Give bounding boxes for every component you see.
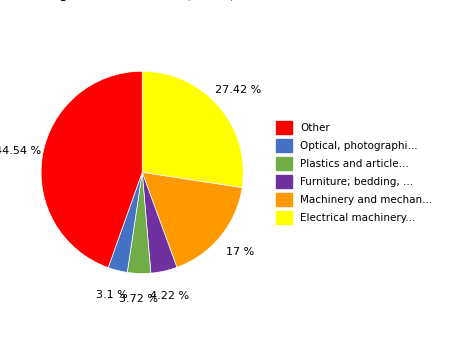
Wedge shape — [41, 71, 142, 268]
Wedge shape — [108, 172, 142, 272]
Legend: Other, Optical, photographi..., Plastics and article..., Furniture; bedding, ...: Other, Optical, photographi..., Plastics… — [273, 117, 437, 228]
Wedge shape — [142, 172, 177, 273]
Text: 4.22 %: 4.22 % — [150, 291, 189, 301]
Text: Top export categories for China (2020): Top export categories for China (2020) — [0, 0, 236, 1]
Text: 17 %: 17 % — [226, 247, 254, 258]
Text: 27.42 %: 27.42 % — [215, 85, 261, 95]
Text: 3.72 %: 3.72 % — [118, 294, 158, 304]
Wedge shape — [142, 172, 242, 267]
Wedge shape — [142, 71, 243, 188]
Text: 44.54 %: 44.54 % — [0, 146, 41, 156]
Text: 3.1 %: 3.1 % — [96, 290, 128, 300]
Wedge shape — [127, 172, 151, 273]
